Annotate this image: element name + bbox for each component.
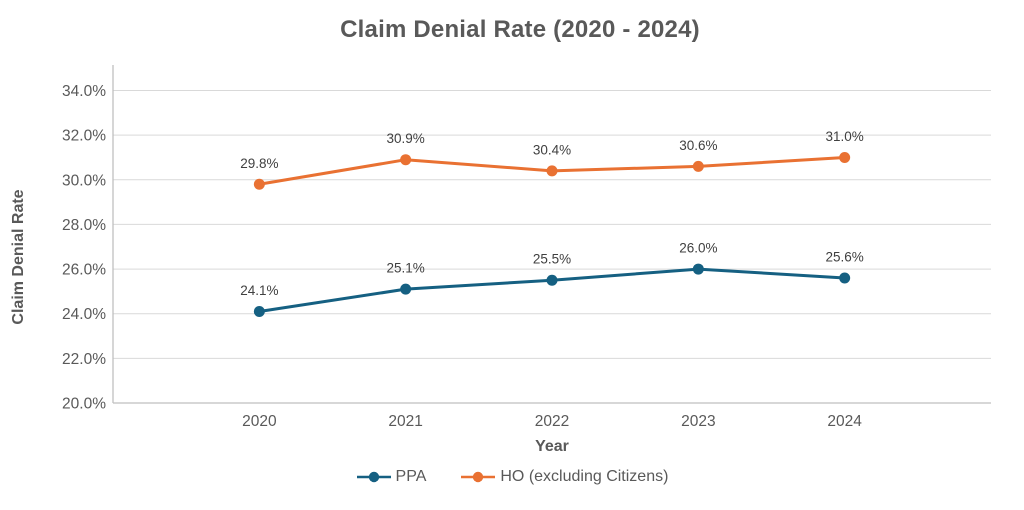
y-tick-label: 34.0% [62, 83, 106, 100]
data-point-marker [692, 263, 704, 275]
data-point-marker [253, 178, 265, 190]
chart-title: Claim Denial Rate (2020 - 2024) [340, 16, 700, 43]
y-tick-label: 28.0% [62, 217, 106, 234]
x-tick-label: 2021 [388, 413, 422, 430]
y-tick-label: 26.0% [62, 262, 106, 279]
ho-line-marker-icon [461, 471, 496, 483]
data-point-label: 30.4% [533, 142, 571, 157]
data-point-label: 31.0% [826, 129, 864, 144]
legend-label-ppa: PPA [395, 468, 427, 485]
x-axis-title: Year [535, 438, 569, 455]
legend-item-ppa: PPA [356, 468, 427, 486]
legend-label-ho: HO (excluding Citizens) [500, 468, 669, 485]
legend-item-ho: HO (excluding Citizens) [460, 468, 668, 486]
x-tick-label: 2022 [535, 413, 569, 430]
data-point-marker [839, 272, 851, 284]
data-point-marker [546, 274, 558, 286]
data-point-label: 30.9% [387, 131, 425, 146]
data-point-marker [546, 165, 558, 177]
y-tick-label: 22.0% [62, 351, 106, 368]
y-tick-label: 30.0% [62, 172, 106, 189]
x-tick-label: 2020 [242, 413, 277, 430]
data-point-marker [400, 154, 412, 166]
ppa-line-marker-icon [356, 471, 391, 483]
data-point-label: 26.0% [679, 241, 717, 256]
data-point-label: 30.6% [679, 138, 717, 153]
data-point-label: 25.1% [387, 261, 425, 276]
legend: PPA HO (excluding Citizens) [0, 468, 1024, 486]
data-point-label: 25.5% [533, 252, 571, 267]
y-tick-label: 32.0% [62, 128, 106, 145]
data-point-label: 25.6% [826, 250, 864, 265]
data-point-marker [692, 160, 704, 172]
x-tick-label: 2023 [681, 413, 715, 430]
x-tick-label: 2024 [827, 413, 862, 430]
data-point-label: 24.1% [240, 283, 278, 298]
data-point-marker [253, 305, 265, 317]
y-tick-label: 24.0% [62, 306, 106, 323]
y-tick-label: 20.0% [62, 396, 106, 413]
data-point-label: 29.8% [240, 156, 278, 171]
data-point-marker [400, 283, 412, 295]
data-point-marker [839, 151, 851, 163]
